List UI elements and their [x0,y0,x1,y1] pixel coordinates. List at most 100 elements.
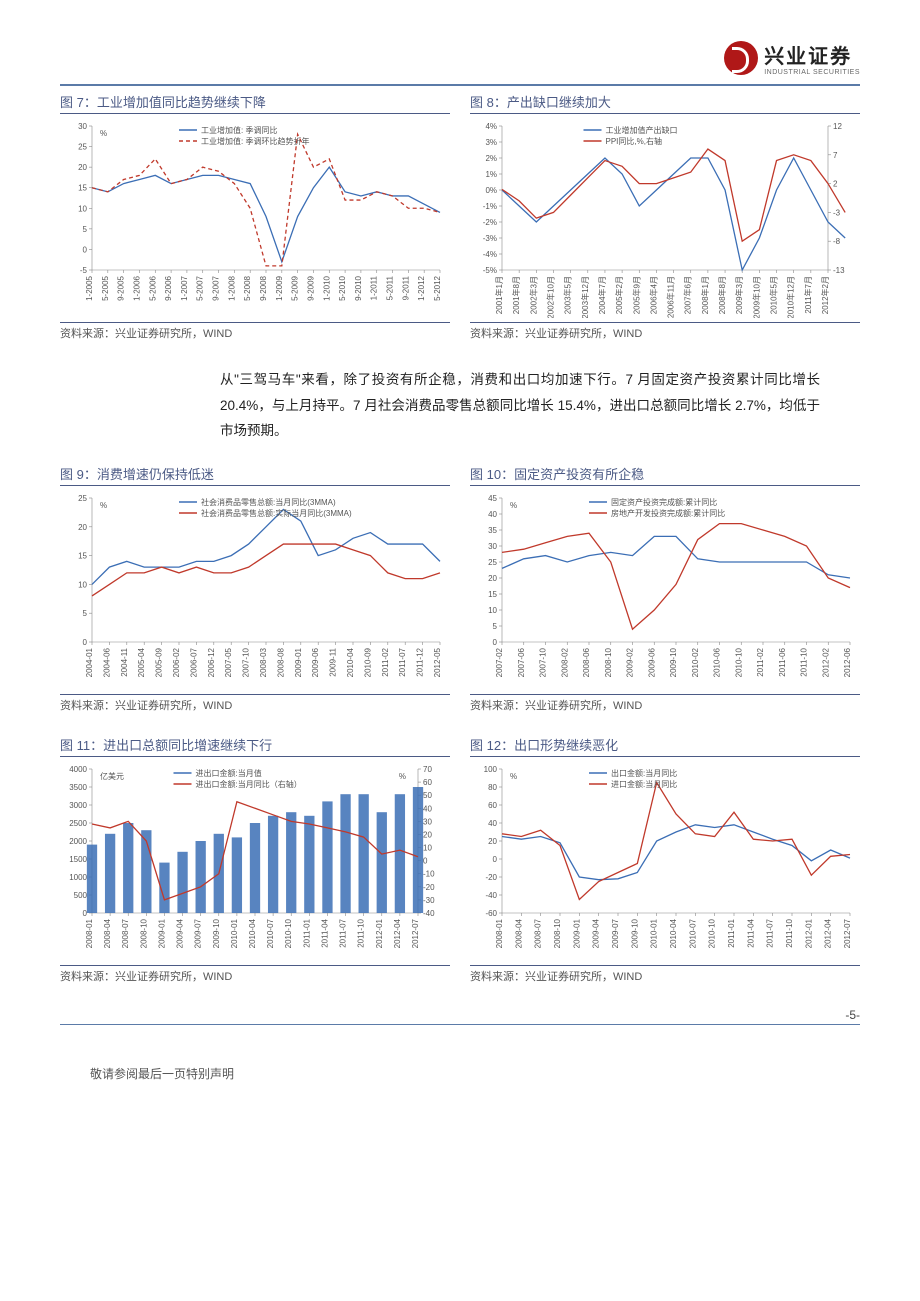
svg-text:2006-12: 2006-12 [207,647,216,677]
svg-text:2006-07: 2006-07 [189,647,198,677]
svg-text:2010-06: 2010-06 [713,647,722,677]
svg-text:10: 10 [78,204,87,213]
svg-text:20: 20 [78,163,87,172]
svg-text:9-2005: 9-2005 [117,275,126,300]
svg-text:2010-09: 2010-09 [363,647,372,677]
svg-text:2002年10月: 2002年10月 [545,276,555,318]
svg-text:进出口金额:当月同比（右轴）: 进出口金额:当月同比（右轴） [196,779,302,789]
svg-text:30: 30 [423,817,432,826]
svg-text:15: 15 [488,590,497,599]
svg-text:亿美元: 亿美元 [100,771,124,781]
svg-text:0: 0 [493,855,498,864]
svg-text:2003年12月: 2003年12月 [580,276,590,318]
svg-text:70: 70 [423,765,432,774]
svg-text:2008-10: 2008-10 [139,918,148,948]
svg-text:7: 7 [833,151,838,160]
svg-text:2008-03: 2008-03 [259,647,268,677]
fig11-chart: 05001000150020002500300035004000-40-30-2… [60,761,450,961]
svg-text:2012年2月: 2012年2月 [820,276,830,314]
svg-text:20: 20 [488,837,497,846]
svg-text:2011-04: 2011-04 [746,918,755,947]
svg-text:1-2010: 1-2010 [322,275,331,300]
fig10-source: 资料来源：兴业证券研究所，WIND [470,694,860,713]
svg-text:2001年8月: 2001年8月 [511,276,521,314]
svg-text:2011-01: 2011-01 [727,918,736,947]
fig9-title: 图 9：消费增速仍保持低迷 [60,464,450,486]
svg-text:2012-01: 2012-01 [375,918,384,948]
svg-text:5-2009: 5-2009 [291,275,300,300]
svg-text:2004年7月: 2004年7月 [597,276,607,314]
svg-text:2006年4月: 2006年4月 [648,276,658,314]
svg-text:2011-10: 2011-10 [357,918,366,947]
svg-text:2004-11: 2004-11 [120,647,129,676]
svg-text:35: 35 [488,526,497,535]
svg-text:2008-08: 2008-08 [276,647,285,677]
svg-text:2012-04: 2012-04 [393,918,402,948]
fig9-source: 资料来源：兴业证券研究所，WIND [60,694,450,713]
svg-text:2012-04: 2012-04 [824,918,833,948]
svg-text:2012-07: 2012-07 [411,918,420,948]
fig10-chart: 0510152025303540452007-022007-062007-102… [470,490,860,690]
svg-text:0%: 0% [485,186,497,195]
logo-en: INDUSTRIAL SECURITIES [764,69,860,76]
svg-text:-10: -10 [423,870,435,879]
svg-text:2008-04: 2008-04 [103,918,112,948]
svg-text:2009-01: 2009-01 [157,918,166,948]
svg-text:12: 12 [833,122,842,131]
svg-text:4%: 4% [485,122,497,131]
svg-text:10: 10 [488,606,497,615]
svg-text:2008-06: 2008-06 [582,647,591,677]
svg-text:1500: 1500 [69,855,87,864]
svg-text:1-2008: 1-2008 [227,275,236,300]
svg-text:40: 40 [423,804,432,813]
svg-text:45: 45 [488,494,497,503]
svg-text:2008-10: 2008-10 [604,647,613,677]
svg-text:2010年12月: 2010年12月 [786,276,796,318]
svg-text:40: 40 [488,510,497,519]
svg-text:2003年5月: 2003年5月 [563,276,573,314]
svg-text:2007-06: 2007-06 [517,647,526,677]
svg-text:25: 25 [78,494,87,503]
svg-text:2010-02: 2010-02 [691,647,700,677]
svg-text:0: 0 [493,638,498,647]
svg-text:2009-06: 2009-06 [647,647,656,677]
svg-text:2008年1月: 2008年1月 [700,276,710,314]
fig11-source: 资料来源：兴业证券研究所，WIND [60,965,450,984]
svg-text:-3: -3 [833,208,841,217]
svg-text:15: 15 [78,552,87,561]
svg-text:2008-01: 2008-01 [495,918,504,948]
svg-text:2005-04: 2005-04 [137,647,146,677]
svg-text:3500: 3500 [69,783,87,792]
svg-text:-20: -20 [485,873,497,882]
svg-text:2500: 2500 [69,819,87,828]
svg-text:2010年5月: 2010年5月 [769,276,779,314]
svg-text:%: % [399,772,406,781]
fig8-source: 资料来源：兴业证券研究所，WIND [470,322,860,341]
fig8-title: 图 8：产出缺口继续加大 [470,92,860,114]
svg-text:2010-04: 2010-04 [669,918,678,948]
svg-text:2012-07: 2012-07 [843,918,852,948]
svg-text:2009-10: 2009-10 [212,918,221,948]
svg-text:2011-10: 2011-10 [800,647,809,676]
svg-text:-3%: -3% [483,234,497,243]
fig8-chart: -5%-4%-3%-2%-1%0%1%2%3%4%-13-8-327122001… [470,118,860,318]
svg-text:2011-04: 2011-04 [320,918,329,947]
svg-text:2008-07: 2008-07 [121,918,130,948]
svg-text:%: % [510,772,517,781]
svg-text:2010-01: 2010-01 [230,918,239,948]
svg-text:-1%: -1% [483,202,497,211]
svg-text:2007年6月: 2007年6月 [683,276,693,314]
svg-text:2011-07: 2011-07 [339,918,348,947]
svg-text:1-2006: 1-2006 [132,275,141,300]
svg-text:2007-10: 2007-10 [242,647,251,677]
svg-text:1000: 1000 [69,873,87,882]
svg-text:2009-04: 2009-04 [592,918,601,948]
svg-text:%: % [510,501,517,510]
svg-text:进口金额:当月同比: 进口金额:当月同比 [611,779,677,789]
svg-text:500: 500 [74,891,88,900]
svg-text:出口金额:当月同比: 出口金额:当月同比 [611,768,677,778]
svg-text:2008-07: 2008-07 [534,918,543,948]
logo-mark [724,41,758,75]
svg-text:5-2007: 5-2007 [196,275,205,300]
body-paragraph: 从"三驾马车"来看，除了投资有所企稳，消费和出口均加速下行。7 月固定资产投资累… [220,367,820,444]
